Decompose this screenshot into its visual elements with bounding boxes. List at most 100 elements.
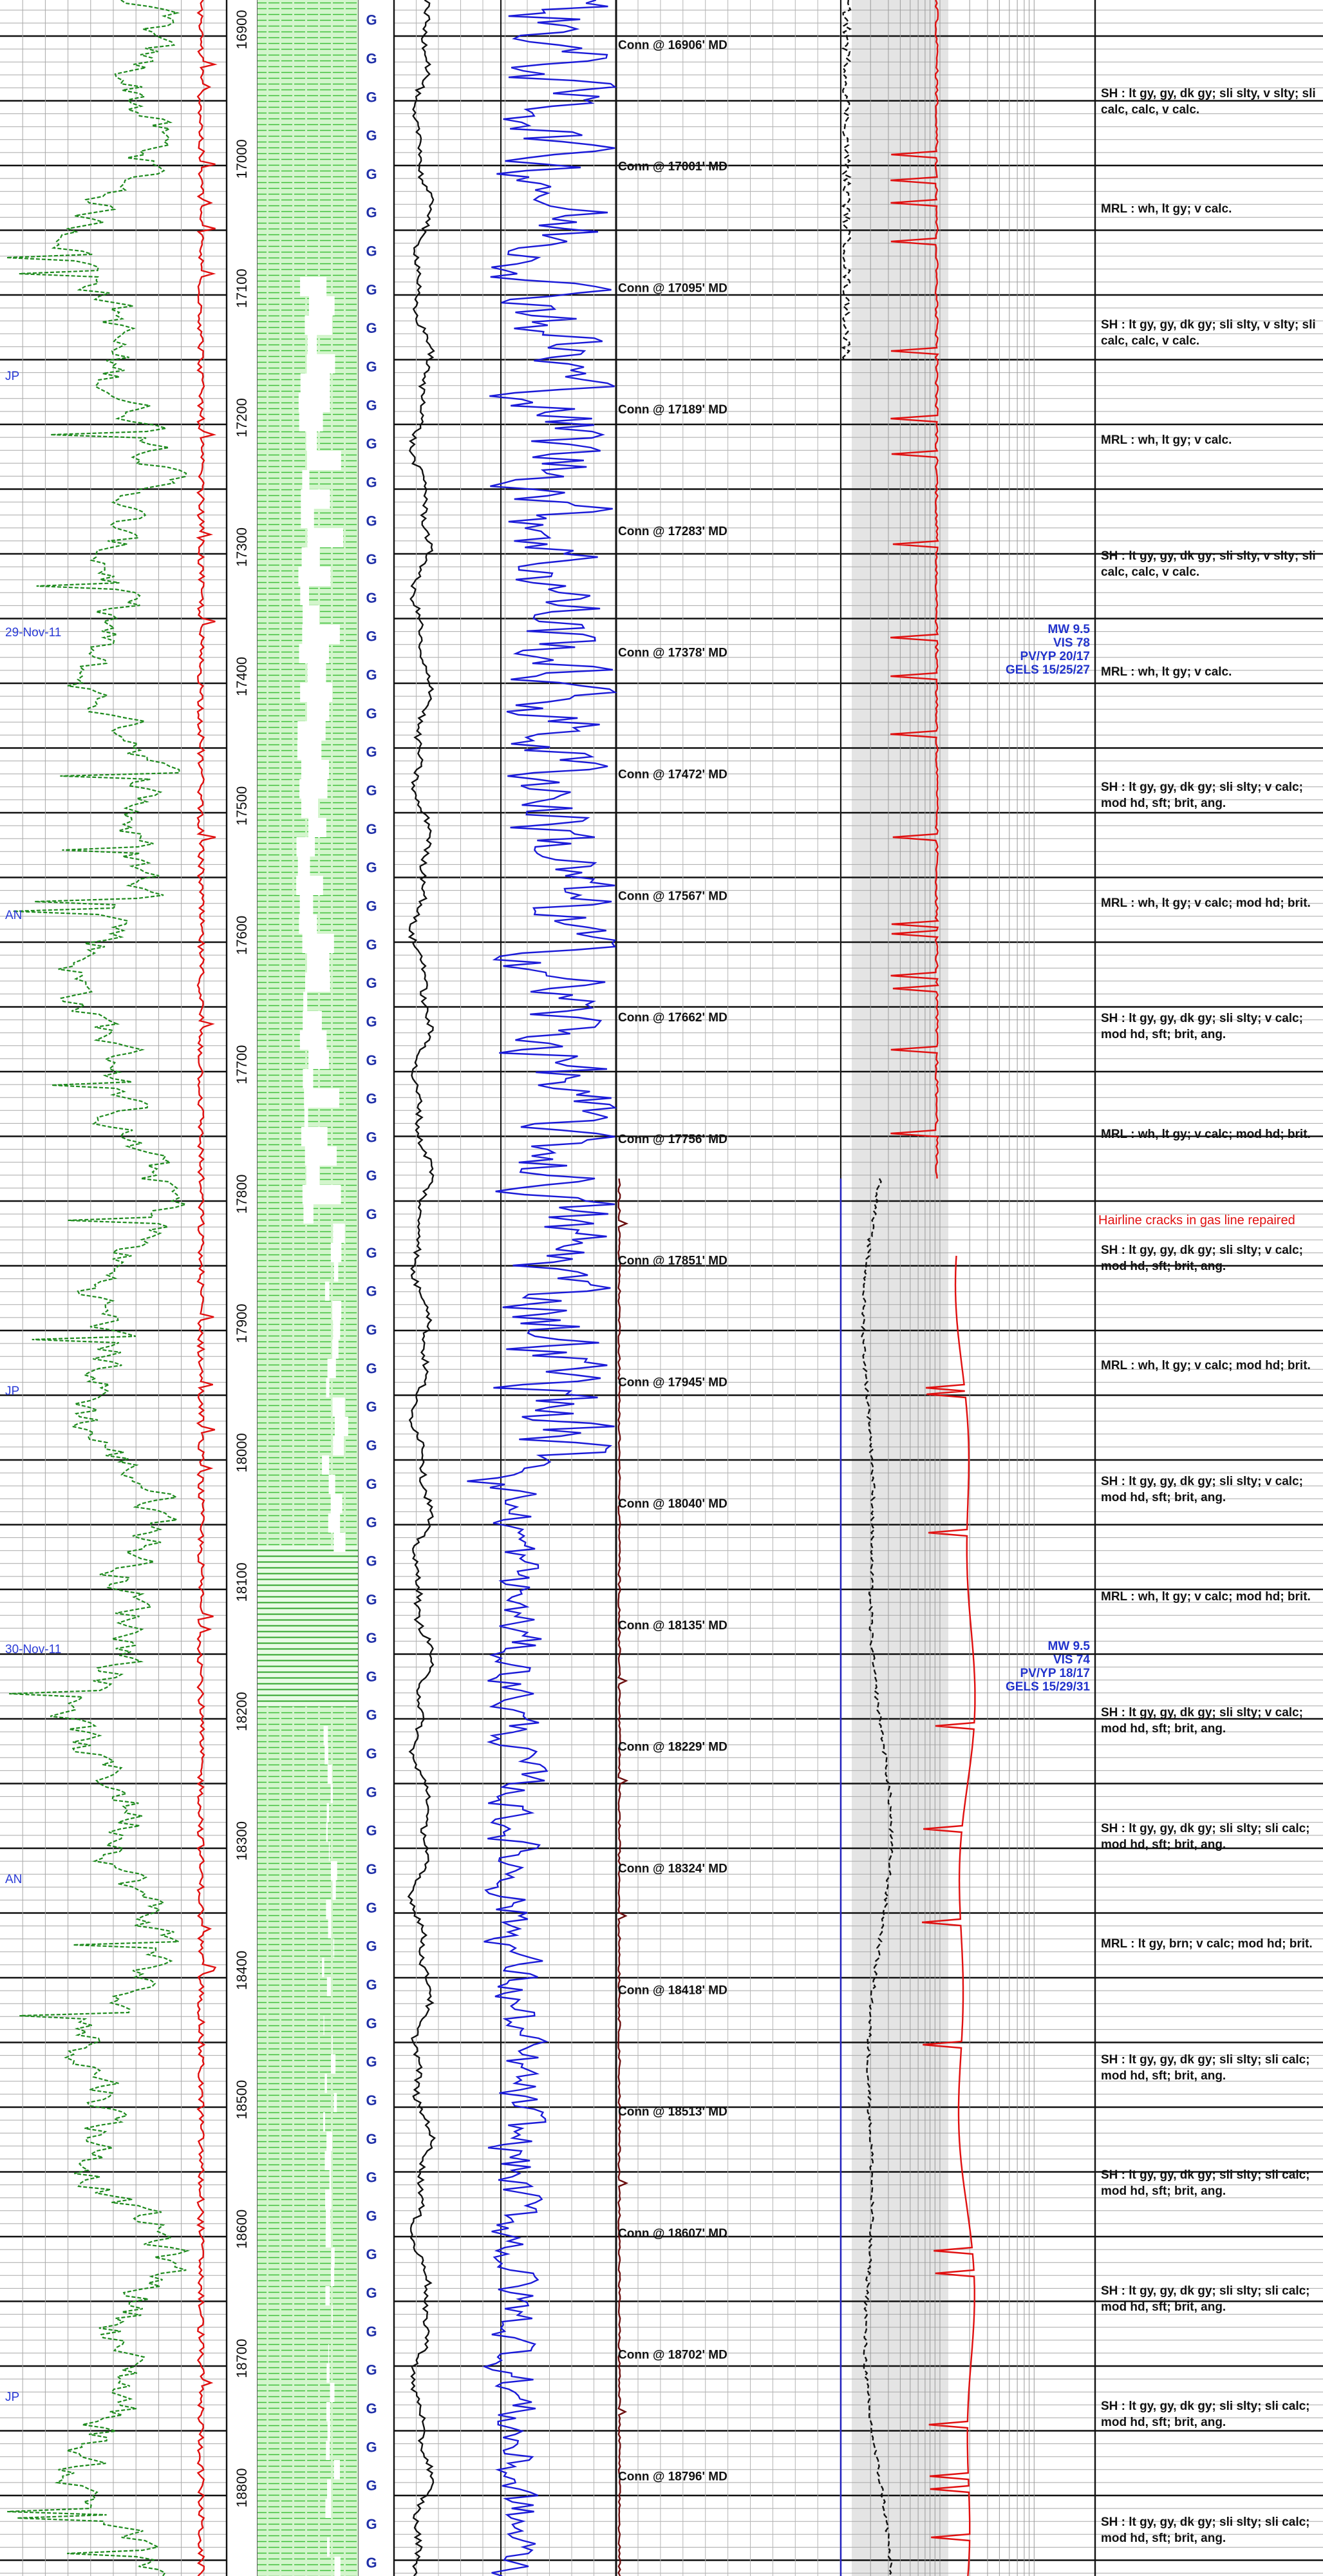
lithology-gap [307, 335, 317, 354]
gas-marker: G [366, 705, 377, 721]
depth-label: 17900 [234, 1303, 250, 1343]
lithology-gap [328, 1919, 332, 1938]
lithology-gap [301, 1127, 328, 1146]
gas-marker: G [366, 898, 377, 914]
gas-marker: G [366, 1206, 377, 1222]
lithology-gap [324, 1282, 330, 1301]
lithology-gap [305, 972, 330, 992]
depth-label: 17600 [234, 916, 250, 955]
lithology-description: MRL : wh, lt gy; v calc; mod hd; brit. [1101, 1590, 1311, 1604]
gas-marker: G [366, 1322, 377, 1338]
lithology-gap [326, 2363, 330, 2383]
gas-marker: G [366, 1669, 377, 1685]
gas-marker: G [366, 1746, 377, 1762]
lithology-gap [330, 1494, 342, 1513]
lithology-gap [332, 1397, 345, 1417]
lithology-gap [333, 1262, 339, 1282]
gas-marker: G [366, 2362, 377, 2378]
lithology-gap [302, 934, 334, 953]
gas-marker: G [366, 1168, 377, 1184]
connection-label: Conn @ 17378' MD [618, 647, 727, 660]
temp-curve [861, 1178, 894, 2576]
lithology-description: SH : lt gy, gy, dk gy; sli slty, v slty;… [1101, 86, 1316, 117]
gas-marker: G [366, 936, 377, 952]
lithology-description: MRL : wh, lt gy; v calc; mod hd; brit. [1101, 1127, 1311, 1141]
lithology-gap [303, 1011, 322, 1030]
lithology-gap [323, 2016, 324, 2035]
lithology-gap [300, 586, 310, 605]
lithology-gap [328, 1475, 335, 1494]
gas-curve [6, 0, 191, 2576]
lithology-gap [322, 1455, 330, 1475]
gas-marker: G [366, 1553, 377, 1569]
lithology-gap [301, 799, 319, 818]
depth-label: 18700 [234, 2339, 250, 2378]
gas-marker: G [366, 1861, 377, 1877]
gas-marker: G [366, 744, 377, 760]
lithology-gap [297, 721, 326, 741]
gas-marker: G [366, 1283, 377, 1300]
gas-marker: G [366, 2246, 377, 2262]
gas-marker: G [366, 1360, 377, 1376]
depth-label: 18200 [234, 1692, 250, 1731]
lithology-gap [330, 2267, 335, 2286]
gas-marker: G [366, 2131, 377, 2147]
lithology-gap [304, 1088, 340, 1108]
mud-report-line: VIS 74 [1053, 1653, 1090, 1667]
gas-marker: G [366, 2015, 377, 2031]
gas-marker: G [366, 89, 377, 105]
gas-marker: G [366, 1976, 377, 1993]
lithology-gap [325, 2228, 331, 2248]
gas-marker: G [366, 1399, 377, 1415]
connection-label: Conn @ 17851' MD [618, 1255, 727, 1268]
lithology-fill-dense [258, 1546, 358, 1707]
gas-marker: G [366, 513, 377, 529]
gas-marker: G [366, 860, 377, 876]
depth-label: 16900 [234, 10, 250, 49]
lithology-gap [303, 1069, 314, 1088]
lithology-gap [326, 1378, 330, 1397]
gas-marker: G [366, 397, 377, 413]
lithology-gap [296, 837, 315, 857]
lithology-description: SH : lt gy, gy, dk gy; sli slty; v calc;… [1101, 781, 1303, 811]
lithology-description: MRL : wh, lt gy; v calc. [1101, 433, 1232, 448]
gas-marker: G [366, 590, 377, 606]
lithology-gap [305, 316, 332, 335]
labels: 16900 17000 17100 17200 17300 17400 17500 17600… [234, 10, 727, 2570]
depth-label: 18500 [234, 2080, 250, 2119]
lithology-description: MRL : wh, lt gy; v calc; mod hd; brit. [1101, 1359, 1311, 1373]
gas-marker: G [366, 1515, 377, 1531]
gas-marker: G [366, 1091, 377, 1107]
connection-label: Conn @ 17472' MD [618, 768, 727, 782]
lithology-gap [324, 2074, 327, 2093]
connection-label: Conn @ 18135' MD [618, 1619, 727, 1633]
lithology-gap [332, 1880, 336, 1900]
connection-label: Conn @ 18702' MD [618, 2349, 727, 2362]
gas-marker: G [366, 629, 377, 645]
lithology-column [258, 0, 358, 2576]
annotation: AN [5, 1873, 23, 1887]
lithology-gap [331, 2248, 335, 2267]
gas-marker: G [366, 12, 377, 28]
lithology-gap [330, 1243, 342, 1262]
lithology-gap [324, 1745, 328, 1765]
mud-report-line: GELS 15/29/31 [1006, 1680, 1090, 1694]
gas-marker: G [366, 2285, 377, 2301]
lithology-gap [331, 2054, 336, 2074]
lithology-gap [333, 2460, 340, 2479]
lithology-gap [327, 2421, 331, 2441]
annotation: JP [5, 1385, 20, 1399]
lithology-gap [326, 2441, 330, 2460]
flow-curve [617, 1178, 629, 2576]
gas-marker: G [366, 243, 377, 260]
lithology-description: SH : lt gy, gy, dk gy; sli slty; v calc;… [1101, 1243, 1303, 1273]
lithology-gap [325, 2499, 332, 2518]
depth-label: 18400 [234, 1951, 250, 1990]
gas-marker: G [366, 1823, 377, 1839]
lithology-gap [298, 567, 331, 586]
lithology-description: SH : lt gy, gy, dk gy; sli slty; sli cal… [1101, 2168, 1310, 2199]
gas-marker: G [366, 551, 377, 567]
lithology-gap [323, 1726, 328, 1745]
gas-marker: G [366, 1707, 377, 1723]
lithology-gap [299, 779, 328, 799]
